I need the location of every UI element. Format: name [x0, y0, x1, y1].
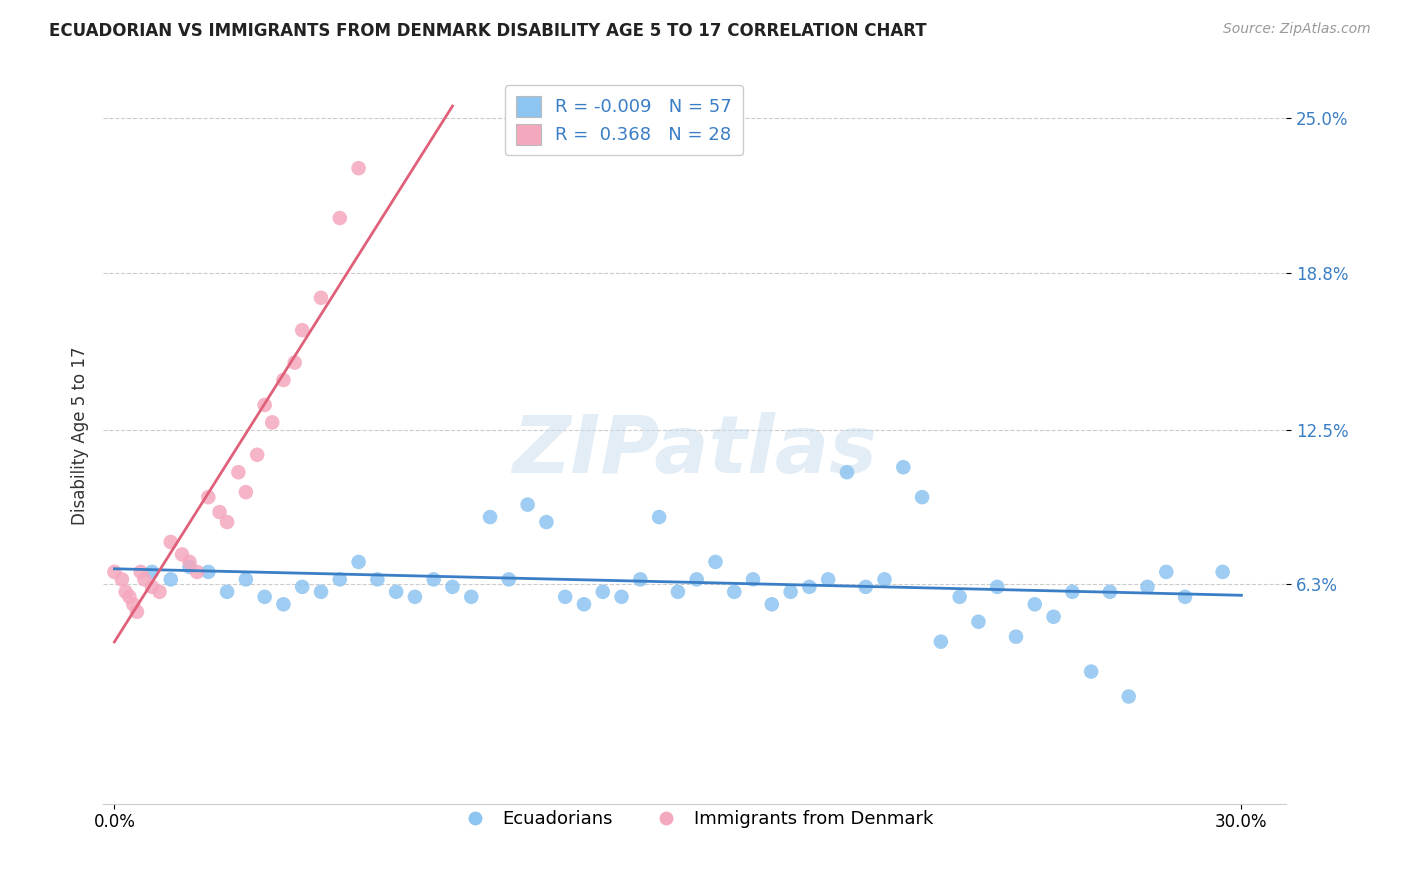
- Point: [159, 573, 181, 587]
- Point: [536, 515, 558, 529]
- Point: [118, 590, 141, 604]
- Point: [273, 373, 295, 387]
- Y-axis label: Disability Age 5 to 17: Disability Age 5 to 17: [72, 347, 89, 525]
- Point: [170, 548, 193, 562]
- Point: [347, 555, 370, 569]
- Point: [141, 565, 163, 579]
- Point: [179, 560, 201, 574]
- Point: [347, 161, 370, 176]
- Point: [666, 584, 689, 599]
- Point: [1136, 580, 1159, 594]
- Point: [704, 555, 727, 569]
- Point: [1154, 565, 1177, 579]
- Point: [835, 465, 858, 479]
- Point: [686, 573, 709, 587]
- Point: [141, 580, 163, 594]
- Point: [441, 580, 464, 594]
- Point: [479, 510, 502, 524]
- Point: [404, 590, 426, 604]
- Text: Source: ZipAtlas.com: Source: ZipAtlas.com: [1223, 22, 1371, 37]
- Point: [422, 573, 444, 587]
- Point: [235, 573, 257, 587]
- Point: [516, 498, 538, 512]
- Point: [179, 555, 201, 569]
- Point: [125, 605, 148, 619]
- Point: [1005, 630, 1028, 644]
- Point: [1118, 690, 1140, 704]
- Point: [291, 323, 314, 337]
- Point: [122, 597, 145, 611]
- Point: [197, 490, 219, 504]
- Point: [891, 460, 914, 475]
- Point: [309, 291, 332, 305]
- Point: [228, 465, 250, 479]
- Point: [873, 573, 896, 587]
- Point: [498, 573, 520, 587]
- Point: [262, 416, 284, 430]
- Point: [273, 597, 295, 611]
- Point: [309, 584, 332, 599]
- Point: [855, 580, 877, 594]
- Point: [761, 597, 783, 611]
- Point: [460, 590, 482, 604]
- Point: [967, 615, 990, 629]
- Point: [103, 565, 125, 579]
- Point: [1174, 590, 1197, 604]
- Point: [1212, 565, 1234, 579]
- Point: [217, 584, 239, 599]
- Point: [366, 573, 388, 587]
- Point: [329, 211, 352, 225]
- Point: [291, 580, 314, 594]
- Point: [817, 573, 839, 587]
- Point: [929, 634, 952, 648]
- Point: [148, 584, 170, 599]
- Point: [1024, 597, 1046, 611]
- Point: [129, 565, 152, 579]
- Point: [986, 580, 1008, 594]
- Point: [253, 398, 276, 412]
- Point: [329, 573, 352, 587]
- Text: ZIPatlas: ZIPatlas: [512, 412, 877, 490]
- Point: [197, 565, 219, 579]
- Point: [111, 573, 134, 587]
- Point: [159, 535, 181, 549]
- Point: [572, 597, 595, 611]
- Point: [799, 580, 821, 594]
- Point: [1098, 584, 1121, 599]
- Point: [134, 573, 156, 587]
- Point: [253, 590, 276, 604]
- Point: [554, 590, 576, 604]
- Point: [742, 573, 765, 587]
- Point: [246, 448, 269, 462]
- Legend: Ecuadorians, Immigrants from Denmark: Ecuadorians, Immigrants from Denmark: [450, 803, 941, 835]
- Point: [911, 490, 934, 504]
- Text: ECUADORIAN VS IMMIGRANTS FROM DENMARK DISABILITY AGE 5 TO 17 CORRELATION CHART: ECUADORIAN VS IMMIGRANTS FROM DENMARK DI…: [49, 22, 927, 40]
- Point: [723, 584, 745, 599]
- Point: [1080, 665, 1102, 679]
- Point: [284, 355, 307, 369]
- Point: [217, 515, 239, 529]
- Point: [385, 584, 408, 599]
- Point: [779, 584, 801, 599]
- Point: [235, 485, 257, 500]
- Point: [208, 505, 231, 519]
- Point: [949, 590, 972, 604]
- Point: [610, 590, 633, 604]
- Point: [628, 573, 651, 587]
- Point: [648, 510, 671, 524]
- Point: [1042, 609, 1064, 624]
- Point: [1062, 584, 1084, 599]
- Point: [592, 584, 614, 599]
- Point: [186, 565, 208, 579]
- Point: [114, 584, 136, 599]
